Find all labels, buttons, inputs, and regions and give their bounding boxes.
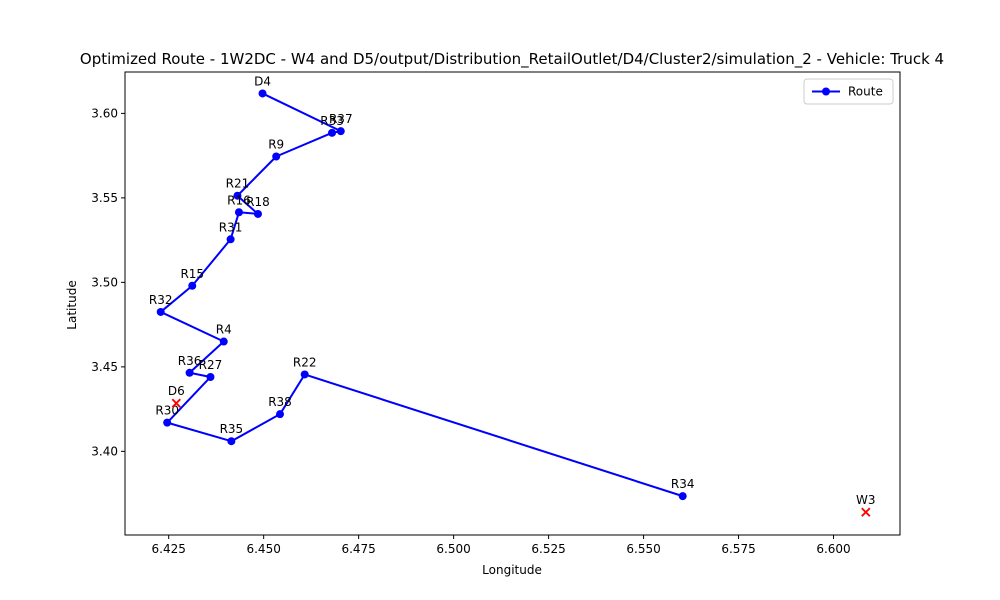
route-point (253, 209, 262, 218)
route-point-label: R4 (216, 323, 232, 337)
route-point-label: R36 (178, 354, 202, 368)
route-point (206, 373, 215, 382)
route-point-label: R9 (268, 137, 284, 151)
x-tick-label: 6.475 (341, 542, 375, 556)
route-point-label: R33 (320, 114, 344, 128)
chart-title: Optimized Route - 1W2DC - W4 and D5/outp… (80, 50, 944, 69)
route-point-label: R31 (219, 220, 243, 234)
route-point-label: R30 (155, 404, 179, 418)
depot-marker-stroke (861, 507, 871, 517)
route-point (226, 235, 235, 244)
route-point-label: R22 (293, 355, 317, 369)
y-tick-label: 3.40 (91, 444, 118, 458)
route-point-label: R32 (149, 293, 173, 307)
route-point (258, 89, 267, 98)
x-axis-label: Longitude (482, 563, 542, 577)
route-point-label: R37 (329, 112, 353, 126)
y-tick-label: 3.60 (91, 106, 118, 120)
route-point (188, 281, 197, 290)
route-point-label: R38 (268, 395, 292, 409)
route-point (233, 191, 242, 200)
y-axis-label: Latitude (65, 280, 79, 329)
route-point-label: R21 (226, 177, 250, 191)
route-line (159, 92, 684, 498)
x-tick-label: 6.600 (816, 542, 850, 556)
depot-marker (171, 398, 181, 408)
legend-marker-swatch (822, 87, 830, 96)
x-tick-label: 6.575 (721, 542, 755, 556)
route-point (185, 368, 194, 377)
y-tick-label: 3.55 (91, 191, 118, 205)
x-tick-label: 6.425 (152, 542, 186, 556)
route-point (227, 437, 236, 446)
depot-marker-stroke (171, 398, 181, 408)
x-tick-label: 6.450 (246, 542, 280, 556)
route-point (276, 410, 284, 419)
route-point-label: R27 (199, 358, 223, 372)
route-point (272, 152, 281, 161)
x-tick-label: 6.525 (531, 542, 565, 556)
route-point (328, 128, 337, 137)
y-tick-label: 3.45 (91, 360, 118, 374)
legend-box (803, 78, 894, 105)
y-tick-label: 3.50 (91, 275, 118, 289)
route-point-label: R15 (180, 267, 204, 281)
route-point (219, 337, 228, 346)
route-point-label: R18 (246, 195, 270, 209)
legend: Route (803, 78, 894, 105)
x-tick-label: 6.500 (436, 542, 470, 556)
route-point (156, 307, 165, 316)
depot-label: D6 (168, 384, 185, 398)
route-point-label: R35 (220, 422, 244, 436)
axes-frame (124, 71, 901, 536)
route-point (163, 418, 172, 427)
route-point (300, 370, 309, 379)
route-point (678, 492, 687, 501)
route-point-label: D4 (254, 74, 271, 88)
route-point-label: R16 (227, 193, 251, 207)
route-point (234, 208, 243, 217)
plot-area: 6.425 6.450 6.475 6.500 6.525 6.550 6.575 6.600… (91, 71, 901, 556)
route-point-label: R34 (671, 477, 695, 491)
depot-label: W3 (856, 493, 876, 507)
x-tick-label: 6.550 (626, 542, 660, 556)
route-point (336, 127, 345, 136)
legend-label: Route (848, 85, 883, 99)
depot-marker (861, 507, 871, 517)
